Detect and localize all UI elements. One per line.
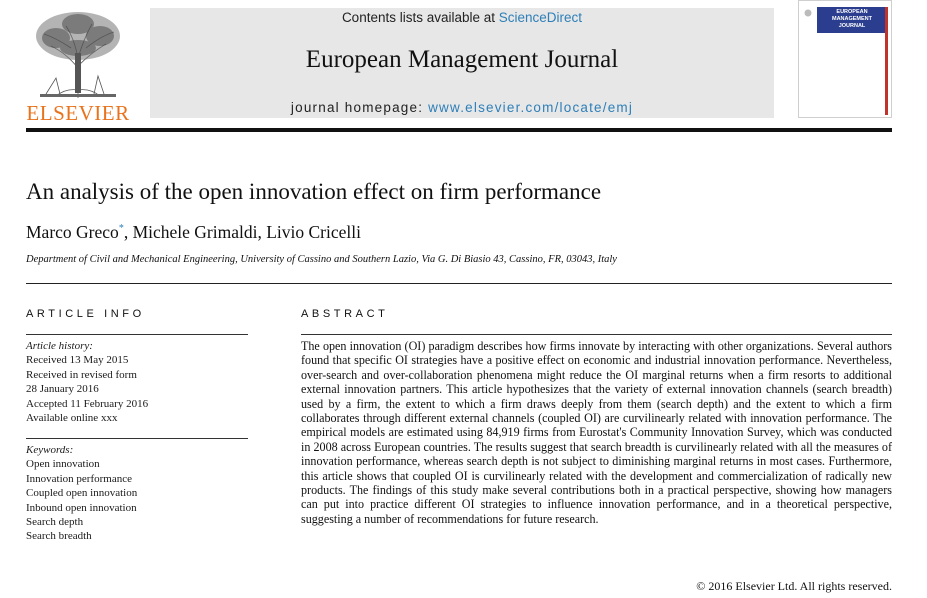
homepage-line: journal homepage: www.elsevier.com/locat… [150, 100, 774, 115]
article-history: Article history: Received 13 May 2015 Re… [26, 339, 248, 425]
author-separator: , [257, 222, 267, 242]
history-item: Available online xxx [26, 412, 118, 425]
keywords-label: Keywords: [26, 444, 74, 456]
keyword-item: Inbound open innovation [26, 501, 137, 514]
history-item: 28 January 2016 [26, 383, 99, 396]
cover-stripe [885, 7, 888, 115]
keyword-item: Innovation performance [26, 472, 132, 485]
history-item: Accepted 11 February 2016 [26, 397, 149, 410]
author-name[interactable]: Livio Cricelli [266, 222, 361, 242]
article-info-divider [26, 334, 248, 335]
keyword-item: Search depth [26, 516, 84, 529]
cover-band: EUROPEAN MANAGEMENT JOURNAL [817, 7, 887, 33]
journal-cover-icon[interactable]: EUROPEAN MANAGEMENT JOURNAL [798, 0, 892, 118]
copyright-notice: © 2016 Elsevier Ltd. All rights reserved… [696, 579, 892, 593]
journal-banner: Contents lists available at ScienceDirec… [150, 8, 774, 118]
author-name[interactable]: Marco Greco [26, 222, 119, 242]
history-item: Received 13 May 2015 [26, 354, 129, 367]
publisher-name: ELSEVIER [26, 101, 130, 125]
cover-title: EUROPEAN MANAGEMENT JOURNAL [831, 9, 873, 29]
keyword-item: Search breadth [26, 530, 92, 543]
keyword-item: Coupled open innovation [26, 487, 138, 500]
abstract-body: The open innovation (OI) paradigm descri… [301, 339, 892, 526]
article-title: An analysis of the open innovation effec… [26, 179, 602, 204]
keywords-divider [26, 438, 248, 439]
author-name[interactable]: Michele Grimaldi [132, 222, 258, 242]
affiliation: Department of Civil and Mechanical Engin… [26, 254, 617, 265]
publisher-logo[interactable]: ELSEVIER [26, 8, 130, 125]
keyword-item: Open innovation [26, 458, 100, 471]
journal-title: European Management Journal [305, 46, 619, 73]
author-separator: , [123, 222, 133, 242]
contents-prefix: Contents lists available at [341, 10, 499, 25]
abstract-divider [301, 334, 892, 335]
section-divider [26, 283, 892, 284]
history-label: Article history: [26, 340, 93, 352]
corresponding-author-mark[interactable]: * [118, 223, 124, 235]
abstract-heading: ABSTRACT [301, 308, 389, 320]
homepage-prefix: journal homepage: [290, 100, 429, 115]
homepage-link[interactable]: www.elsevier.com/locate/emj [428, 100, 634, 115]
keywords: Keywords: Open innovation Innovation per… [26, 443, 248, 544]
header-divider [26, 128, 892, 132]
history-item: Received in revised form [26, 368, 137, 381]
cover-seal-icon [804, 9, 812, 17]
elsevier-tree-icon [36, 12, 120, 98]
contents-line: Contents lists available at ScienceDirec… [150, 10, 774, 25]
article-info-heading: ARTICLE INFO [26, 308, 145, 320]
sciencedirect-link[interactable]: ScienceDirect [498, 10, 583, 25]
author-list: Marco Greco*, Michele Grimaldi, Livio Cr… [26, 222, 361, 243]
